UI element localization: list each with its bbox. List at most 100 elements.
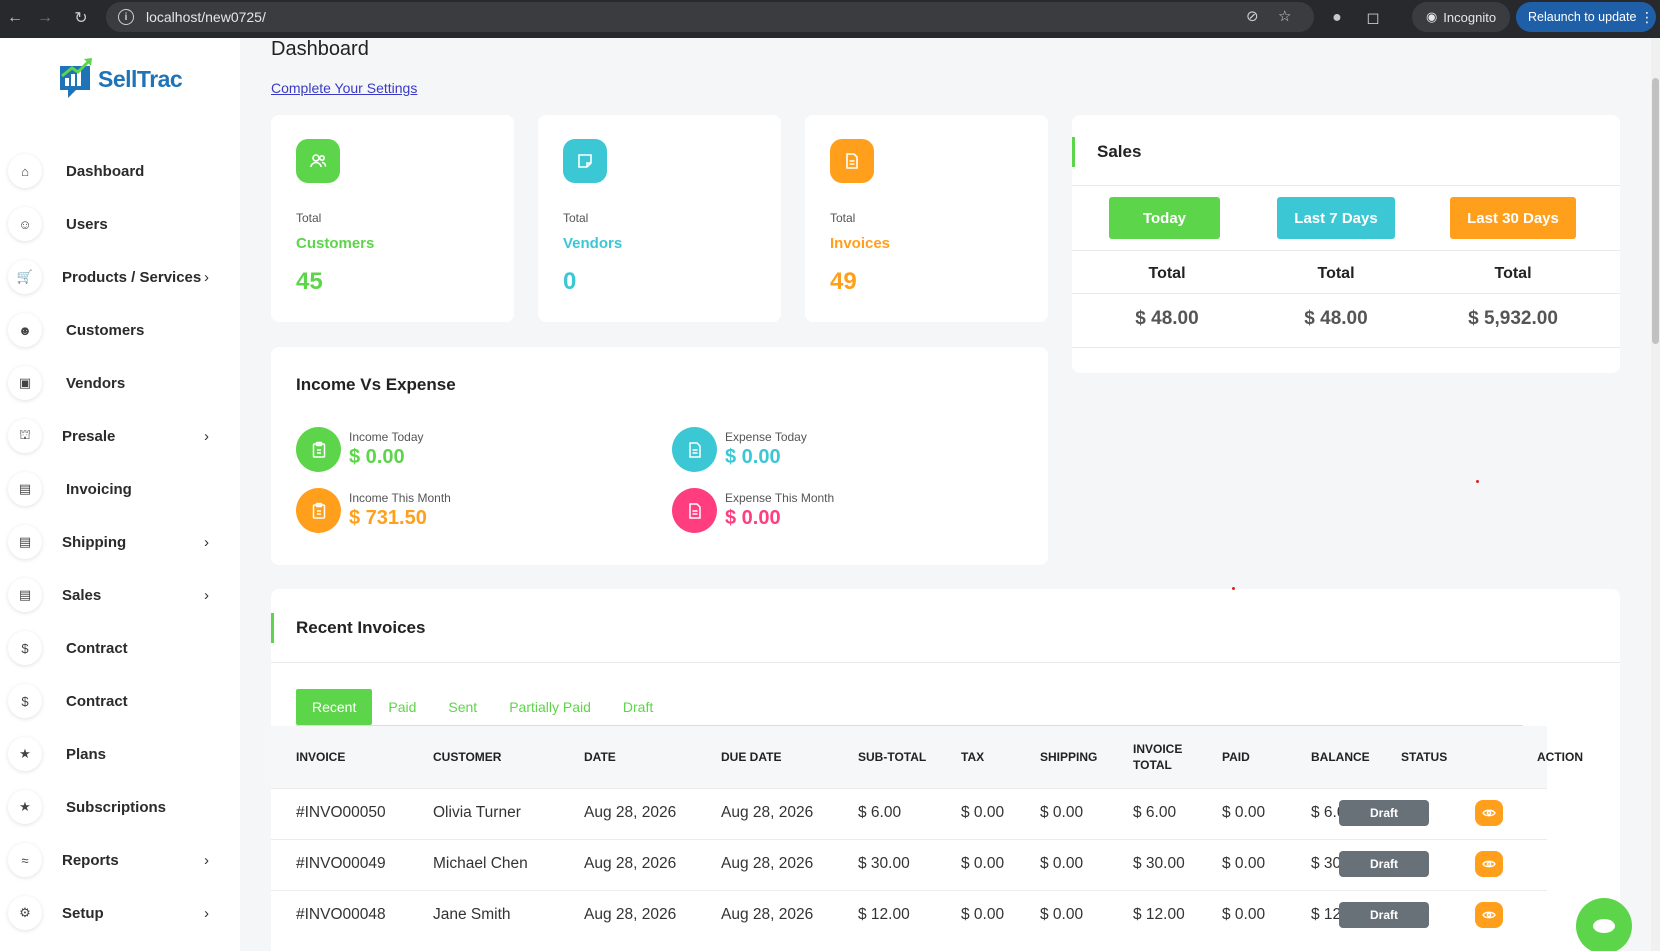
incognito-indicator[interactable]: ◉ Incognito (1412, 2, 1510, 32)
complete-settings-link[interactable]: Complete Your Settings (271, 80, 418, 96)
coins-icon: $ (8, 631, 42, 665)
sidebar-item-label: Presale (62, 427, 116, 445)
forward-icon[interactable]: → (37, 9, 53, 26)
page-scrollbar[interactable] (1651, 38, 1660, 951)
cell-customer: Michael Chen (433, 855, 528, 872)
view-invoice-button[interactable] (1475, 800, 1503, 826)
stat-total-label: Total (830, 211, 856, 225)
sidebar-item-label: Dashboard (66, 162, 145, 180)
brand-name: SellTrac (98, 65, 183, 92)
cell-shipping: $ 0.00 (1040, 855, 1084, 872)
divider (1072, 347, 1620, 348)
income-this-month: Income This Month $ 731.50 (296, 488, 451, 533)
divider (1072, 293, 1620, 294)
tab-partially-paid[interactable]: Partially Paid (509, 699, 591, 715)
incognito-label: Incognito (1443, 9, 1497, 25)
file-icon: ▤ (8, 472, 42, 506)
sidebar-item-label: Subscriptions (66, 798, 167, 816)
relaunch-button[interactable]: Relaunch to update ⋮ (1516, 2, 1656, 32)
sales-today-value: $ 48.00 (1135, 308, 1199, 329)
col-shipping: SHIPPING (1040, 750, 1098, 764)
sidebar-item-invoicing[interactable]: ▤ Invoicing (8, 469, 230, 509)
sidebar-item-products-services[interactable]: 🛒 Products / Services › (8, 257, 230, 297)
stat-name: Vendors (563, 235, 623, 252)
expense-this-month: Expense This Month $ 0.00 (672, 488, 834, 533)
view-invoice-button[interactable] (1475, 851, 1503, 877)
sidebar-item-vendors[interactable]: ▣ Vendors (8, 363, 230, 403)
cell-tax: $ 0.00 (961, 855, 1005, 872)
sidebar-item-label: Users (66, 215, 108, 233)
sales-7-days-value: $ 48.00 (1304, 308, 1368, 329)
col-invoice: INVOICE (296, 750, 346, 764)
cell-tax: $ 0.00 (961, 906, 1005, 923)
sidebar-item-contract[interactable]: $ Contract (8, 681, 230, 721)
view-invoice-button[interactable] (1475, 902, 1503, 928)
tab-draft[interactable]: Draft (622, 699, 654, 715)
more-icon[interactable]: ⋮ (1640, 8, 1654, 25)
chat-widget-button[interactable] (1576, 898, 1632, 951)
stat-value: 0 (563, 268, 577, 295)
clipboard-icon (296, 427, 341, 472)
back-icon[interactable]: ← (7, 9, 23, 26)
sidebar-item-subscriptions[interactable]: ★ Subscriptions (8, 787, 230, 827)
cell-paid: $ 0.00 (1222, 906, 1266, 923)
sales-last-30-days-button[interactable]: Last 30 Days (1450, 197, 1576, 239)
sidebar-item-sales[interactable]: ▤ Sales › (8, 575, 230, 615)
reload-icon[interactable]: ↻ (74, 10, 88, 27)
sidebar-item-contract[interactable]: $ Contract (8, 628, 230, 668)
puzzle-icon[interactable]: ◻ (1366, 10, 1380, 27)
file-icon: ▤ (8, 525, 42, 559)
tab-sent[interactable]: Sent (448, 699, 478, 715)
eye-off-icon[interactable]: ⊘ (1246, 8, 1259, 25)
sidebar-item-shipping[interactable]: ▤ Shipping › (8, 522, 230, 562)
star-icon[interactable]: ☆ (1278, 8, 1292, 25)
cell-subtotal: $ 6.00 (858, 804, 902, 821)
cell-date: Aug 28, 2026 (584, 906, 677, 923)
sidebar-item-label: Invoicing (66, 480, 132, 498)
sales-total-header: Total (1148, 265, 1186, 282)
cell-invoice-total: $ 6.00 (1133, 804, 1177, 821)
cell-customer: Jane Smith (433, 906, 511, 923)
cell-due-date: Aug 28, 2026 (721, 855, 814, 872)
trophy-icon: ★ (8, 737, 42, 771)
chevron-right-icon: › (204, 268, 209, 286)
col-status: STATUS (1401, 750, 1448, 764)
sidebar-item-label: Vendors (66, 374, 126, 392)
cell-shipping: $ 0.00 (1040, 906, 1084, 923)
tab-paid[interactable]: Paid (388, 699, 417, 715)
divider (1072, 185, 1620, 186)
site-info-icon[interactable]: i (118, 9, 134, 25)
income-today: Income Today $ 0.00 (296, 427, 424, 472)
tab-recent[interactable]: Recent (296, 689, 373, 725)
brand-logo[interactable]: SellTrac (56, 56, 183, 102)
income-expense-card: Income Vs Expense Income Today $ 0.00 Ex… (271, 347, 1048, 565)
status-badge: Draft (1339, 800, 1429, 826)
col-action: ACTION (1537, 750, 1583, 764)
cell-paid: $ 0.00 (1222, 804, 1266, 821)
income-today-value: $ 0.00 (349, 446, 405, 468)
stat-card-customers: Total Customers 45 (271, 115, 514, 322)
sidebar-item-dashboard[interactable]: ⌂ Dashboard (8, 151, 230, 191)
stat-value: 45 (296, 268, 323, 295)
sales-today-button[interactable]: Today (1109, 197, 1220, 239)
sidebar-item-label: Shipping (62, 533, 127, 551)
incognito-icon: ◉ (1425, 9, 1438, 24)
sidebar-item-plans[interactable]: ★ Plans (8, 734, 230, 774)
col-date: DATE (584, 750, 616, 764)
chart-icon: ≈ (8, 843, 42, 877)
sidebar-item-users[interactable]: ☺ Users (8, 204, 230, 244)
logo-icon (60, 58, 92, 98)
scrollbar-thumb[interactable] (1652, 78, 1659, 344)
address-bar[interactable]: i localhost/new0725/ ⊘ ☆ (106, 2, 1314, 32)
sidebar-item-presale[interactable]: ⛫ Presale › (8, 416, 230, 456)
tab-underline (296, 725, 1523, 726)
sidebar-item-setup[interactable]: ⚙ Setup › (8, 893, 230, 933)
sidebar-item-customers[interactable]: ☻ Customers (8, 310, 230, 350)
sales-last-7-days-button[interactable]: Last 7 Days (1277, 197, 1395, 239)
cell-shipping: $ 0.00 (1040, 804, 1084, 821)
cell-invoice-total: $ 30.00 (1133, 855, 1185, 872)
sidebar-item-reports[interactable]: ≈ Reports › (8, 840, 230, 880)
extension-icon[interactable]: ● (1332, 9, 1342, 26)
cart-icon: 🛒 (8, 260, 42, 294)
table-row: #INVO00049 Michael Chen Aug 28, 2026 Aug 28… (271, 839, 1547, 888)
